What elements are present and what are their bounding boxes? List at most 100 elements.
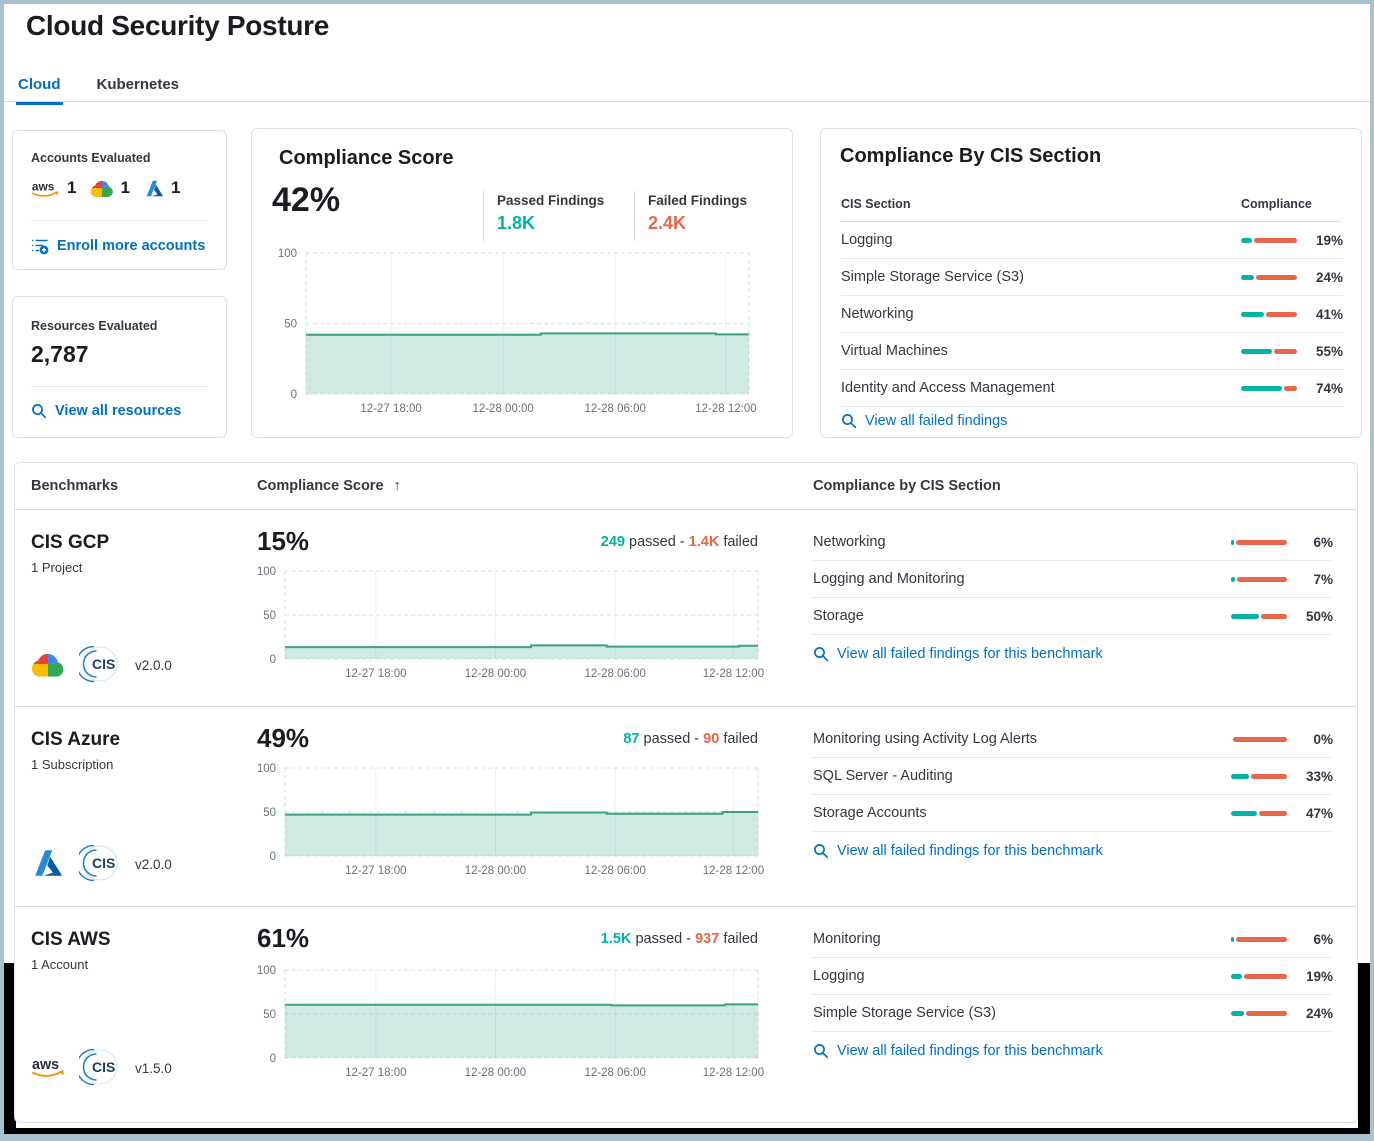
gcp-account-count: 1 [120,178,130,197]
failed-count: 937 [695,931,720,947]
tab-cloud[interactable]: Cloud [16,70,63,105]
cis-section-row: Networking 41% [841,296,1343,333]
gcp-logo-icon [31,653,64,677]
failed-findings-value: 2.4K [648,213,687,233]
cis-section-name: Storage Accounts [813,805,927,821]
compliance-bar [1231,773,1287,779]
compliance-bar [1241,311,1297,317]
compliance-percent: 55% [1315,343,1343,359]
view-all-failed-findings-link[interactable]: View all failed findings [841,413,1007,429]
cis-section-row: Monitoring using Activity Log Alerts 0% [813,721,1333,758]
compliance-column-header: Compliance [1241,197,1312,211]
compliance-percent: 47% [1305,805,1333,821]
cis-section-name: Identity and Access Management [841,380,1055,396]
cis-section-name: Monitoring [813,931,881,947]
card-divider [31,220,208,221]
benchmark-row-cis-gcp: CIS GCP 1 Project CIS v2.0.0 1 [15,510,1357,706]
passed-count: 1.5K [600,931,632,947]
cis-logo-icon: CIS [79,1048,118,1086]
svg-text:12-28 12:00: 12-28 12:00 [703,668,764,680]
cis-section-name: Virtual Machines [841,343,948,359]
accounts-evaluated-title: Accounts Evaluated [31,151,151,165]
svg-text:12-28 12:00: 12-28 12:00 [695,403,756,415]
gcp-logo-icon [91,180,114,197]
cis-section-name: Logging and Monitoring [813,571,965,587]
compliance-bar [1231,576,1287,582]
svg-text:50: 50 [263,610,276,622]
failed-word: failed [723,731,758,747]
svg-text:0: 0 [270,851,276,863]
benchmark-version: v2.0.0 [135,658,172,673]
compliance-percent: 24% [1305,1005,1333,1021]
cis-section-row: Virtual Machines 55% [841,333,1343,370]
view-all-failed-findings-label: View all failed findings [865,413,1008,429]
svg-text:12-27 18:00: 12-27 18:00 [345,1067,406,1079]
bottom-black-bar [4,1128,1370,1134]
svg-text:12-28 12:00: 12-28 12:00 [703,1067,764,1079]
benchmark-version: v1.5.0 [135,1061,172,1076]
svg-text:100: 100 [257,965,276,977]
benchmark-section-list: Networking 6% Logging and Monitoring 7% Stor… [813,524,1333,635]
compliance-percent: 19% [1315,232,1343,248]
cis-section-name: Simple Storage Service (S3) [813,1005,996,1021]
cis-section-list: Logging 19% Simple Storage Service (S3) 24%… [841,222,1343,407]
compliance-by-cis-section-column-header: Compliance by CIS Section [813,478,1001,494]
tab-kubernetes[interactable]: Kubernetes [96,76,180,93]
cis-section-name: Simple Storage Service (S3) [841,269,1024,285]
benchmarks-table-header: Benchmarks Compliance Score ↑ Compliance… [15,463,1357,510]
view-failed-findings-benchmark-link[interactable]: View all failed findings for this benchm… [813,1043,1103,1059]
benchmark-name: CIS AWS [31,929,111,950]
compliance-score-column-header[interactable]: Compliance Score ↑ [257,478,401,494]
failed-count: 1.4K [688,534,720,550]
view-failed-findings-benchmark-link[interactable]: View all failed findings for this benchm… [813,646,1103,662]
compliance-score-card: Compliance Score 42% Passed Findings 1.8… [251,128,793,438]
compliance-bar [1231,973,1287,979]
cis-section-row: Networking 6% [813,524,1333,561]
compliance-bar [1231,936,1287,942]
benchmark-version: v2.0.0 [135,857,172,872]
cis-logo-icon: CIS [79,844,118,882]
tab-bar: Cloud Kubernetes [16,70,181,105]
svg-text:50: 50 [263,807,276,819]
benchmark-score: 15% [257,526,310,556]
compliance-percent: 74% [1315,380,1343,396]
svg-text:0: 0 [291,389,297,401]
enroll-more-accounts-link[interactable]: Enroll more accounts [31,237,205,255]
compliance-percent: 41% [1315,306,1343,322]
svg-text:12-28 00:00: 12-28 00:00 [465,865,526,877]
search-icon [32,404,47,419]
compliance-percent: 33% [1305,768,1333,784]
passed-count: 87 [623,731,640,747]
view-all-resources-link[interactable]: View all resources [31,403,181,419]
svg-text:12-28 06:00: 12-28 06:00 [584,1067,645,1079]
page-title: Cloud Security Posture [26,10,330,41]
benchmark-passed-failed: 87 passed - 90 failed [465,731,758,747]
compliance-percent: 24% [1315,269,1343,285]
compliance-percent: 0% [1313,731,1333,747]
svg-text:CIS: CIS [92,855,115,871]
search-icon [842,414,857,429]
view-failed-findings-benchmark-label: View all failed findings for this benchm… [837,843,1103,859]
cis-section-row: Logging 19% [813,958,1333,995]
svg-text:50: 50 [263,1009,276,1021]
svg-text:12-28 06:00: 12-28 06:00 [584,865,645,877]
benchmark-trend-chart: 12-27 18:00 12-28 00:00 12-28 06:00 12-28 1… [249,566,764,690]
compliance-bar [1231,1010,1287,1016]
compliance-percent: 7% [1313,571,1333,587]
passed-word: passed - [629,534,685,550]
benchmark-section-list: Monitoring 6% Logging 19% Simple Storage Ser… [813,921,1333,1032]
svg-text:aws: aws [32,1057,59,1073]
resources-evaluated-card: Resources Evaluated 2,787 View all resou… [12,296,227,438]
compliance-percent: 50% [1305,608,1333,624]
cis-section-name: Storage [813,608,864,624]
compliance-percent: 6% [1313,931,1333,947]
search-icon [814,844,829,859]
cis-logo-icon: CIS [79,645,118,683]
cis-section-row: Logging and Monitoring 7% [813,561,1333,598]
cis-section-name: SQL Server - Auditing [813,768,953,784]
azure-logo-icon [35,850,63,876]
view-failed-findings-benchmark-link[interactable]: View all failed findings for this benchm… [813,843,1103,859]
cis-section-row: Simple Storage Service (S3) 24% [841,259,1343,296]
failed-findings-label: Failed Findings [648,193,748,208]
